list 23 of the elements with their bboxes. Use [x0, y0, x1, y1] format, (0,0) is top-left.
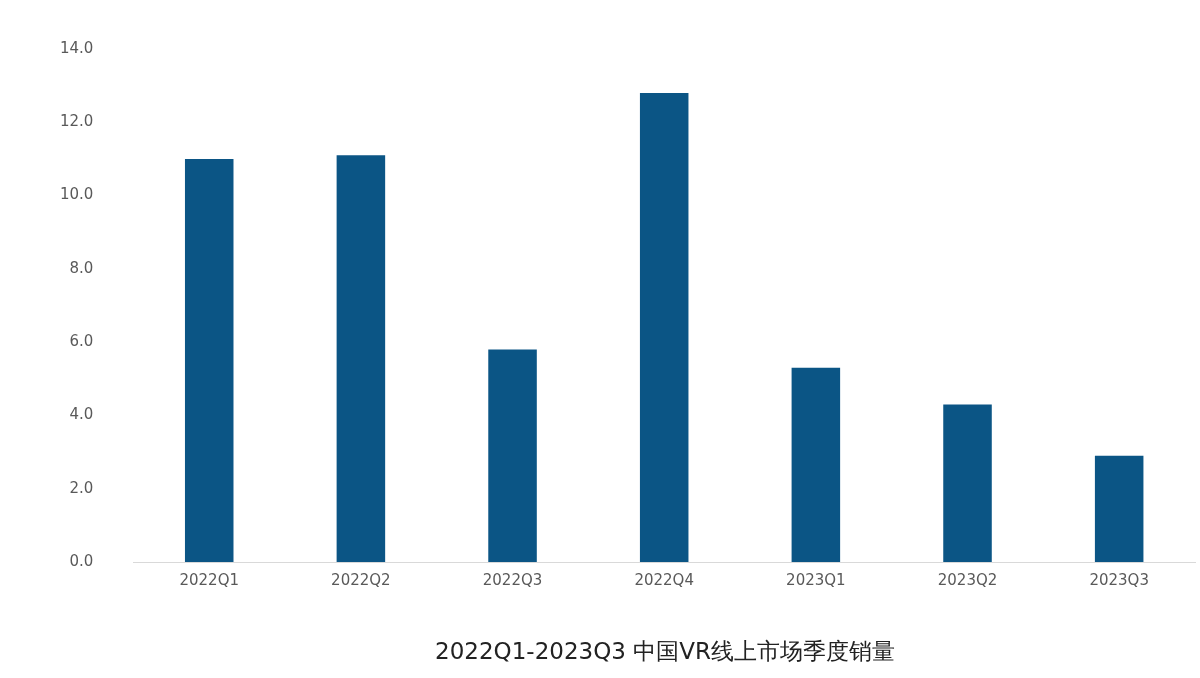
- x-tick-label: 2023Q2: [937, 570, 998, 589]
- bar: [336, 155, 386, 562]
- y-tick-label: 10.0: [59, 185, 94, 204]
- bar: [943, 404, 992, 562]
- y-tick-label: 8.0: [69, 258, 94, 277]
- x-tick-label: 2022Q4: [634, 570, 694, 589]
- y-tick-label: 14.0: [59, 38, 94, 57]
- bar: [1094, 455, 1144, 562]
- bar: [639, 92, 689, 562]
- y-tick-label: 2.0: [69, 478, 94, 497]
- x-tick-label: 2022Q2: [331, 570, 391, 589]
- x-tick-label: 2023Q1: [786, 570, 846, 589]
- x-tick-label: 2023Q3: [1089, 570, 1149, 589]
- y-tick-label: 4.0: [69, 405, 94, 424]
- y-tick-label: 12.0: [59, 112, 94, 131]
- bar: [184, 158, 234, 562]
- x-tick-label: 2022Q1: [179, 570, 239, 589]
- y-tick-label: 6.0: [69, 332, 94, 351]
- x-tick-label: 2022Q3: [482, 570, 543, 589]
- bar: [791, 367, 841, 562]
- text: 2022Q1-2023Q3 中国VR线上市场季度销量: [434, 637, 896, 666]
- bar: [488, 349, 537, 562]
- y-tick-label: 0.0: [69, 551, 94, 570]
